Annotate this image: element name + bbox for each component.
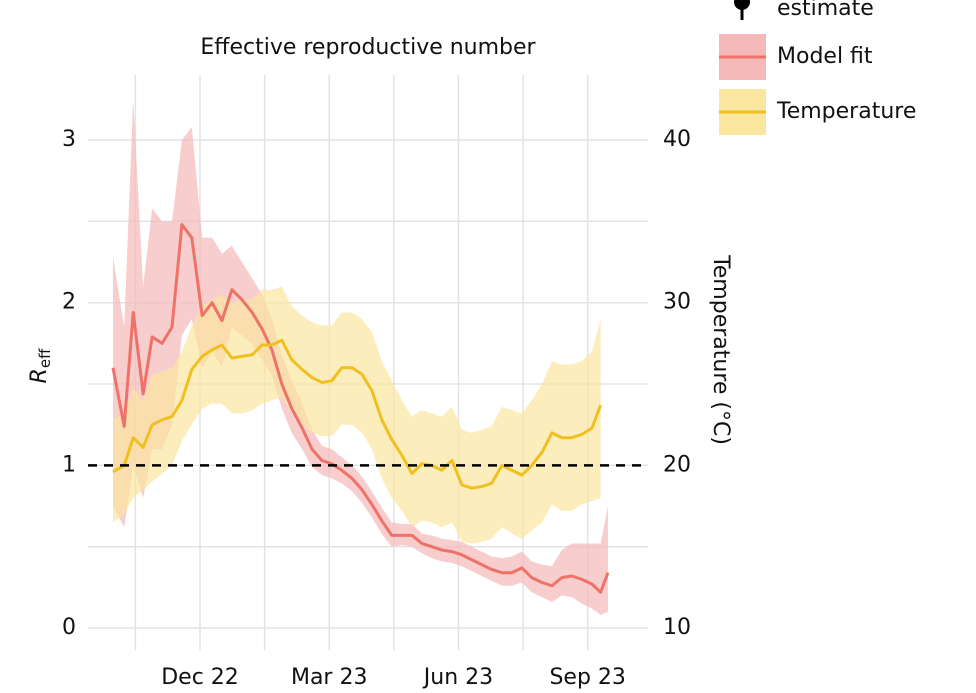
series-line: [111, 223, 610, 594]
legend-marker-point: [734, 0, 750, 10]
legend-label: Temperature: [776, 99, 916, 124]
y-tick-label: 3: [62, 127, 76, 152]
x-tick-label: Mar 23: [291, 665, 368, 690]
y2-axis-label: Temperature (°C): [708, 254, 733, 445]
y2-tick-label: 20: [663, 452, 691, 477]
confidence-band: [112, 286, 601, 544]
y-axis-label-main: R: [27, 368, 52, 383]
confidence-band: [112, 99, 608, 616]
x-tick-label: Dec 22: [161, 665, 239, 690]
legend-label: Model fit: [777, 44, 873, 69]
y-tick-label: 2: [62, 290, 76, 315]
x-tick-label: Jun 23: [422, 665, 493, 690]
y2-tick-label: 30: [663, 290, 691, 315]
x-tick-label: Sep 23: [549, 665, 625, 690]
y-tick-label: 0: [62, 615, 76, 640]
y-axis-label-sub: eff: [36, 348, 54, 368]
y2-tick-label: 10: [663, 615, 691, 640]
y2-tick-label: 40: [663, 127, 691, 152]
y-axis-label: Reff: [27, 348, 54, 384]
chart-title: Effective reproductive number: [200, 35, 536, 60]
legend-label: estimate: [777, 0, 874, 21]
y-tick-label: 1: [62, 452, 76, 477]
series-line: [112, 338, 603, 490]
